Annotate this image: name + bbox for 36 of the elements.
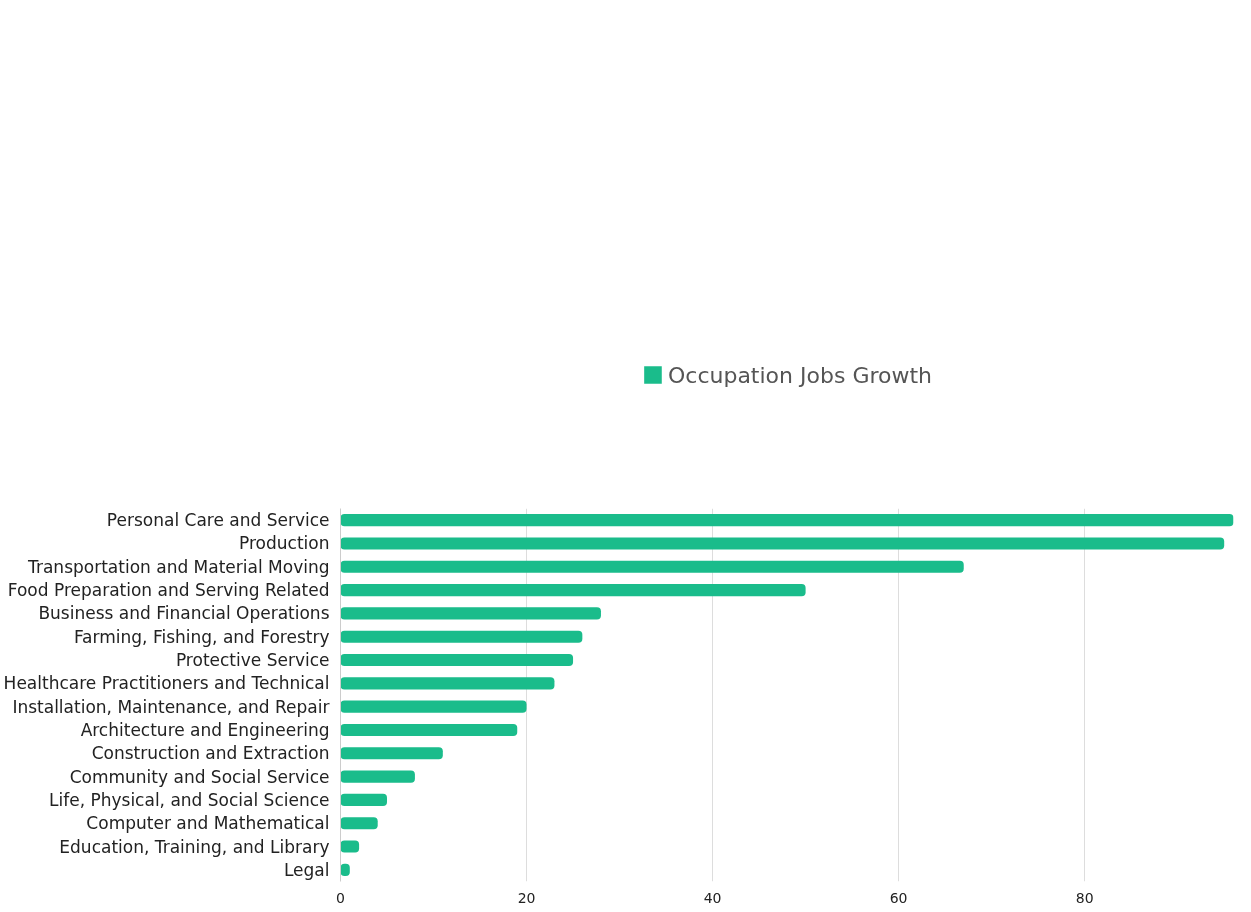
y-tick-label: Farming, Fishing, and Forestry xyxy=(73,626,330,647)
y-tick-label: Business and Financial Operations xyxy=(38,603,330,624)
y-tick-label: Legal xyxy=(283,859,330,880)
bar xyxy=(340,770,415,783)
bar xyxy=(340,700,527,713)
y-tick-label: Installation, Maintenance, and Repair xyxy=(12,696,330,717)
bar xyxy=(340,747,443,760)
y-tick-label: Healthcare Practitioners and Technical xyxy=(3,673,330,694)
bar xyxy=(340,630,583,643)
y-tick-label: Production xyxy=(239,533,330,554)
x-tick-label: 60 xyxy=(889,889,908,906)
x-tick-label: 40 xyxy=(703,889,722,906)
y-tick-label: Life, Physical, and Social Science xyxy=(49,789,330,810)
bar xyxy=(340,584,806,597)
y-tick-label: Protective Service xyxy=(175,650,330,671)
y-tick-label: Construction and Extraction xyxy=(91,743,330,764)
bar xyxy=(340,793,388,806)
bar xyxy=(340,607,601,620)
bar xyxy=(340,537,1225,550)
bar xyxy=(340,514,1234,527)
legend-label: Occupation Jobs Growth xyxy=(667,362,933,388)
y-tick-label: Personal Care and Service xyxy=(106,510,330,531)
y-tick-label: Transportation and Material Moving xyxy=(27,556,330,577)
y-tick-label: Food Preparation and Serving Related xyxy=(7,580,330,601)
x-tick-label: 80 xyxy=(1075,889,1094,906)
bar xyxy=(340,723,518,737)
y-tick-label: Community and Social Service xyxy=(69,766,330,787)
x-tick-label: 20 xyxy=(517,889,536,906)
y-tick-label: Education, Training, and Library xyxy=(59,836,330,857)
y-tick-label: Computer and Mathematical xyxy=(86,813,330,834)
bar xyxy=(340,560,964,573)
x-tick-label: 0 xyxy=(336,889,345,906)
bar xyxy=(340,817,378,830)
bar xyxy=(340,677,555,690)
y-tick-label: Architecture and Engineering xyxy=(80,719,330,740)
bar xyxy=(340,653,574,667)
